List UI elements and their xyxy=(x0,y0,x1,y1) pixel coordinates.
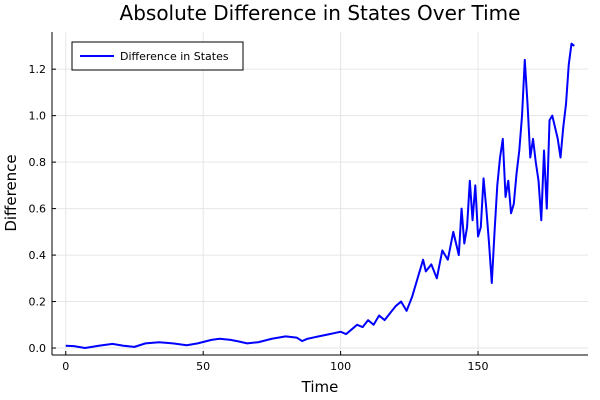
series-lines xyxy=(65,42,575,350)
chart-title: Absolute Difference in States Over Time xyxy=(120,1,521,25)
grid-lines xyxy=(52,32,588,355)
y-tick-label: 0.4 xyxy=(29,249,47,262)
y-axis-label: Difference xyxy=(2,154,20,231)
tick-labels: 0 50 100 150 0.0 0.2 0.4 0.6 0.8 1.0 1.2 xyxy=(29,63,489,373)
x-tick-label: 0 xyxy=(62,360,69,373)
legend: Difference in States xyxy=(71,41,244,71)
y-tick-label: 1.2 xyxy=(29,63,47,76)
y-tick-label: 0.0 xyxy=(29,342,47,355)
y-tick-label: 1.0 xyxy=(29,110,47,123)
x-tick-label: 50 xyxy=(196,360,210,373)
x-axis-label: Time xyxy=(301,378,339,396)
y-tick-label: 0.6 xyxy=(29,203,47,216)
x-tick-label: 150 xyxy=(468,360,489,373)
axes xyxy=(51,32,588,356)
y-tick-label: 0.8 xyxy=(29,156,47,169)
x-tick-label: 100 xyxy=(330,360,351,373)
y-tick-label: 0.2 xyxy=(29,296,47,309)
series-line-difference-in-states xyxy=(65,42,575,350)
legend-label: Difference in States xyxy=(120,50,229,63)
